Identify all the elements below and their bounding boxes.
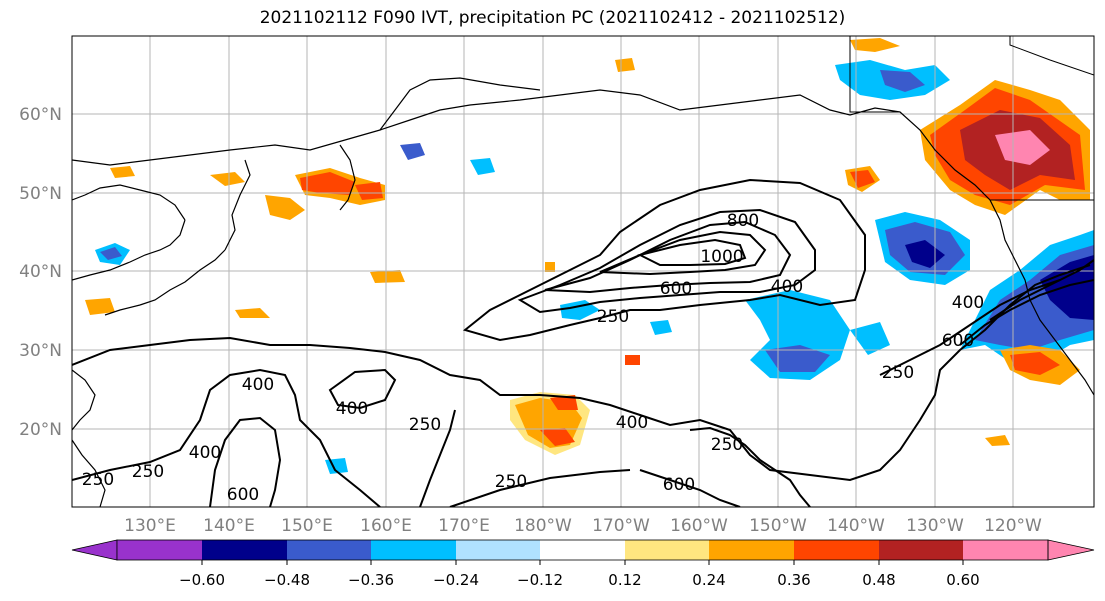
colorbar: −0.60 −0.48 −0.36 −0.24 −0.12 0.12 0.24 … xyxy=(71,539,1095,589)
colorbar-outline xyxy=(116,539,1049,561)
lon-tick: 130°W xyxy=(906,516,964,536)
lon-tick: 130°E xyxy=(124,516,176,536)
colorbar-segment xyxy=(879,540,963,560)
contour-label: 400 xyxy=(952,293,984,313)
colorbar-tick-label: −0.12 xyxy=(517,571,563,589)
colorbar-segment xyxy=(287,540,371,560)
lon-tick: 150°E xyxy=(281,516,333,536)
colorbar-segment xyxy=(202,540,287,560)
coastlines xyxy=(72,77,1094,507)
lon-tick: 160°W xyxy=(670,516,728,536)
colorbar-segment xyxy=(625,540,709,560)
colorbar-segment xyxy=(709,540,794,560)
colorbar-tick-label: −0.36 xyxy=(348,571,394,589)
contour-label: 600 xyxy=(942,331,974,351)
colorbar-segment xyxy=(540,540,625,560)
lat-tick: 50°N xyxy=(19,184,62,204)
lon-tick: 180°W xyxy=(514,516,572,536)
country-borders xyxy=(849,36,1094,201)
lat-tick: 60°N xyxy=(19,105,62,125)
contour-label: 400 xyxy=(336,399,368,419)
contour-label: 250 xyxy=(409,415,441,435)
contour-label: 250 xyxy=(882,363,914,383)
lon-tick: 160°E xyxy=(360,516,412,536)
lon-tick: 120°W xyxy=(984,516,1042,536)
colorbar-tick-label: 0.12 xyxy=(608,571,641,589)
map-graticule xyxy=(72,36,1094,507)
contour-label: 250 xyxy=(597,307,629,327)
colorbar-tick-label: 0.60 xyxy=(946,571,979,589)
colorbar-tick-label: 0.24 xyxy=(692,571,725,589)
lat-tick: 20°N xyxy=(19,420,62,440)
contour-labels: 800 1000 600 400 250 250 400 600 400 400… xyxy=(82,211,984,505)
contour-label: 600 xyxy=(660,279,692,299)
contour-label: 600 xyxy=(227,485,259,505)
contour-label: 800 xyxy=(727,211,759,231)
lat-axis: 20°N 30°N 40°N 50°N 60°N xyxy=(19,105,62,440)
contour-label: 400 xyxy=(189,443,221,463)
colorbar-ticks xyxy=(201,560,964,565)
contour-label: 400 xyxy=(242,375,274,395)
map-frame xyxy=(71,35,1095,508)
lon-tick: 140°W xyxy=(827,516,885,536)
lat-tick: 40°N xyxy=(19,262,62,282)
lon-tick: 170°E xyxy=(438,516,490,536)
lon-tick: 150°W xyxy=(749,516,807,536)
colorbar-tick-labels: −0.60 −0.48 −0.36 −0.24 −0.12 0.12 0.24 … xyxy=(179,571,980,589)
colorbar-extend-min xyxy=(71,539,118,561)
colorbar-tick-label: 0.36 xyxy=(777,571,810,589)
colorbar-tick-label: −0.48 xyxy=(264,571,310,589)
lon-tick: 170°W xyxy=(592,516,650,536)
ivt-contours xyxy=(72,178,1094,507)
contour-label: 400 xyxy=(616,413,648,433)
colorbar-segment xyxy=(371,540,456,560)
colorbar-tick-label: 0.48 xyxy=(862,571,895,589)
colorbar-tick-label: −0.24 xyxy=(433,571,479,589)
colorbar-segment xyxy=(963,540,1048,560)
precip-shading xyxy=(85,38,1094,474)
contour-label: 1000 xyxy=(700,247,743,267)
contour-label: 250 xyxy=(711,435,743,455)
colorbar-segment xyxy=(456,540,540,560)
contour-label: 250 xyxy=(82,470,114,490)
colorbar-extend-max xyxy=(1047,539,1095,561)
map-title: 2021102112 F090 IVT, precipitation PC (2… xyxy=(259,8,846,28)
contour-label: 250 xyxy=(132,462,164,482)
colorbar-segment xyxy=(794,540,879,560)
colorbar-tick-label: −0.60 xyxy=(179,571,225,589)
contour-label: 400 xyxy=(771,277,803,297)
lon-tick: 140°E xyxy=(203,516,255,536)
contour-label: 250 xyxy=(495,472,527,492)
lon-axis: 130°E 140°E 150°E 160°E 170°E 180°W 170°… xyxy=(124,516,1042,536)
colorbar-segment xyxy=(117,540,202,560)
lat-tick: 30°N xyxy=(19,341,62,361)
contour-label: 600 xyxy=(663,475,695,495)
